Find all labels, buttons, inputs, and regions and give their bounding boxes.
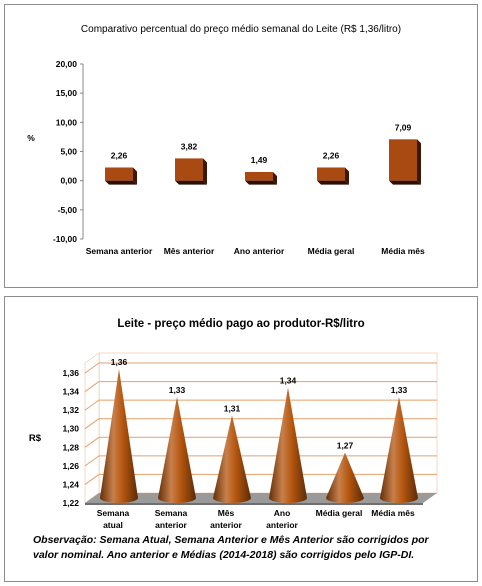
- data-label: 2,26: [323, 150, 340, 160]
- cone: [269, 387, 307, 503]
- y-tick-label: 10,00: [56, 117, 78, 127]
- data-label: 1,36: [111, 357, 128, 367]
- gridline: [84, 455, 100, 467]
- bar: [245, 171, 277, 185]
- gridline: [84, 436, 100, 448]
- data-label: 1,33: [169, 385, 186, 395]
- y-tick-label: 20,00: [56, 59, 78, 69]
- category-label: Ano: [274, 508, 291, 518]
- data-label: 1,27: [337, 441, 354, 451]
- percent-bar-chart: Comparativo percentual do preço médio se…: [27, 24, 425, 256]
- bar: [175, 158, 207, 185]
- y-tick-label: 1,34: [62, 387, 79, 397]
- floor-edge: [85, 503, 423, 505]
- cone: [100, 369, 138, 503]
- data-label: 1,49: [251, 155, 268, 165]
- data-label: 1,34: [280, 376, 297, 386]
- category-label: Semana anterior: [86, 246, 153, 256]
- category-label: anterior: [155, 520, 187, 530]
- category-label: Média mês: [371, 508, 415, 518]
- category-label: Semana: [155, 508, 188, 518]
- gridline: [84, 474, 100, 485]
- y-tick-label: 1,30: [62, 424, 79, 434]
- cone: [158, 396, 196, 503]
- chart-title: Comparativo percentual do preço médio se…: [81, 24, 401, 35]
- y-tick-label: 1,24: [62, 479, 79, 489]
- category-label: Ano anterior: [234, 246, 285, 256]
- y-tick-label: 5,00: [60, 147, 77, 157]
- gridline: [84, 399, 100, 411]
- category-label: anterior: [210, 520, 242, 530]
- category-label: Mês: [218, 508, 235, 518]
- producer-price-panel: Leite - preço médio pago ao produtor-R$/…: [4, 296, 478, 582]
- data-label: 2,26: [111, 150, 128, 160]
- gridline: [84, 381, 100, 392]
- y-tick-label: 1,36: [62, 368, 79, 378]
- side-wall: [84, 352, 100, 504]
- weekly-percent-comparison-panel: Comparativo percentual do preço médio se…: [4, 4, 478, 288]
- data-label: 7,09: [395, 122, 412, 132]
- data-label: 1,31: [224, 403, 241, 413]
- category-label: anterior: [266, 520, 298, 530]
- gridline: [84, 418, 100, 430]
- y-tick-label: -5,00: [58, 205, 78, 215]
- data-label: 3,82: [181, 141, 198, 151]
- y-axis-label: R$: [29, 433, 42, 444]
- category-label: Semana: [97, 508, 130, 518]
- category-label: Média geral: [316, 508, 363, 518]
- y-tick-label: 1,32: [62, 405, 79, 415]
- producer-price-cone-chart: Leite - preço médio pago ao produtor-R$/…: [29, 318, 438, 530]
- cone: [326, 452, 364, 503]
- category-label: Média geral: [308, 246, 355, 256]
- y-tick-label: 1,28: [62, 442, 79, 452]
- observation-note: Observação: Semana Atual, Semana Anterio…: [33, 534, 429, 561]
- y-tick-label: -10,00: [53, 234, 77, 244]
- category-label: Mês anterior: [164, 246, 215, 256]
- category-label: Média mês: [381, 246, 425, 256]
- y-axis-label: %: [27, 133, 35, 143]
- cone: [380, 396, 418, 503]
- y-tick-label: 1,26: [62, 461, 79, 471]
- bar: [389, 139, 421, 185]
- y-tick-label: 0,00: [60, 176, 77, 186]
- y-tick-label: 1,22: [62, 498, 79, 508]
- data-label: 1,33: [391, 385, 408, 395]
- bar: [317, 167, 349, 185]
- bar: [105, 167, 137, 185]
- category-label: atual: [103, 520, 123, 530]
- cone: [213, 415, 251, 503]
- gridline: [84, 362, 100, 374]
- chart-title: Leite - preço médio pago ao produtor-R$/…: [117, 318, 364, 330]
- y-tick-label: 15,00: [56, 88, 78, 98]
